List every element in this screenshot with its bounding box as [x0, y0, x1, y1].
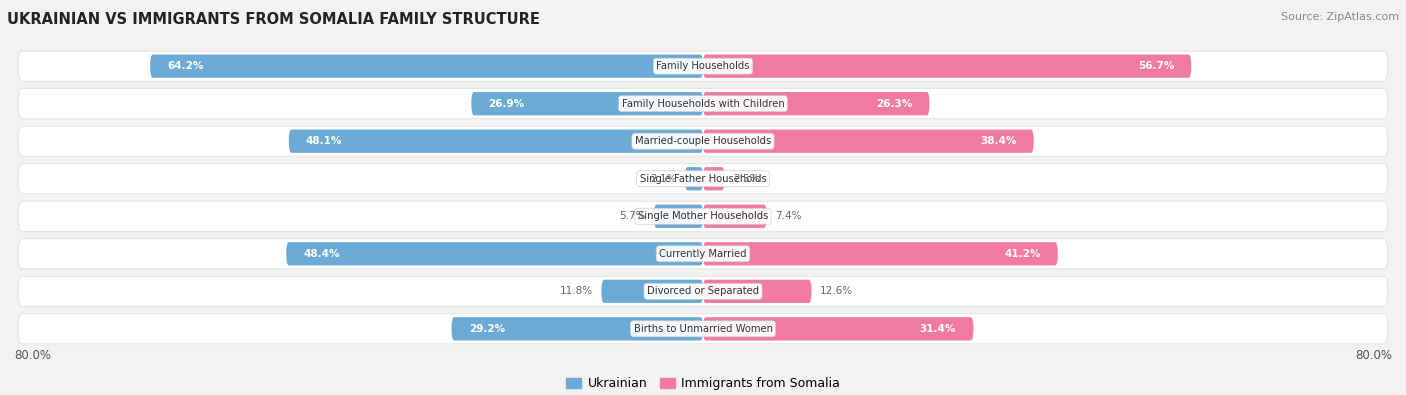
- Text: 41.2%: 41.2%: [1004, 249, 1040, 259]
- FancyBboxPatch shape: [18, 314, 1388, 344]
- Text: 11.8%: 11.8%: [560, 286, 593, 296]
- FancyBboxPatch shape: [18, 276, 1388, 307]
- Text: Family Households: Family Households: [657, 61, 749, 71]
- FancyBboxPatch shape: [703, 55, 1191, 78]
- Text: 31.4%: 31.4%: [920, 324, 956, 334]
- Text: Single Mother Households: Single Mother Households: [638, 211, 768, 221]
- FancyBboxPatch shape: [703, 130, 1033, 153]
- FancyBboxPatch shape: [703, 92, 929, 115]
- Text: Family Households with Children: Family Households with Children: [621, 99, 785, 109]
- FancyBboxPatch shape: [703, 280, 811, 303]
- FancyBboxPatch shape: [18, 164, 1388, 194]
- FancyBboxPatch shape: [287, 242, 703, 265]
- Text: 80.0%: 80.0%: [1355, 350, 1392, 363]
- FancyBboxPatch shape: [18, 126, 1388, 156]
- Text: Divorced or Separated: Divorced or Separated: [647, 286, 759, 296]
- FancyBboxPatch shape: [451, 317, 703, 340]
- Text: 29.2%: 29.2%: [468, 324, 505, 334]
- Text: 5.7%: 5.7%: [619, 211, 645, 221]
- Text: 64.2%: 64.2%: [167, 61, 204, 71]
- FancyBboxPatch shape: [471, 92, 703, 115]
- Text: Currently Married: Currently Married: [659, 249, 747, 259]
- Text: UKRAINIAN VS IMMIGRANTS FROM SOMALIA FAMILY STRUCTURE: UKRAINIAN VS IMMIGRANTS FROM SOMALIA FAM…: [7, 12, 540, 27]
- Text: 80.0%: 80.0%: [14, 350, 51, 363]
- Text: 48.4%: 48.4%: [304, 249, 340, 259]
- Text: 2.1%: 2.1%: [650, 174, 676, 184]
- Text: 26.9%: 26.9%: [488, 99, 524, 109]
- FancyBboxPatch shape: [685, 167, 703, 190]
- Legend: Ukrainian, Immigrants from Somalia: Ukrainian, Immigrants from Somalia: [561, 372, 845, 395]
- Text: Births to Unmarried Women: Births to Unmarried Women: [634, 324, 772, 334]
- Text: 2.5%: 2.5%: [733, 174, 759, 184]
- FancyBboxPatch shape: [703, 167, 724, 190]
- Text: 26.3%: 26.3%: [876, 99, 912, 109]
- Text: 12.6%: 12.6%: [820, 286, 853, 296]
- Text: 48.1%: 48.1%: [307, 136, 343, 146]
- FancyBboxPatch shape: [150, 55, 703, 78]
- FancyBboxPatch shape: [18, 201, 1388, 231]
- FancyBboxPatch shape: [18, 239, 1388, 269]
- Text: Source: ZipAtlas.com: Source: ZipAtlas.com: [1281, 12, 1399, 22]
- FancyBboxPatch shape: [18, 89, 1388, 118]
- Text: 38.4%: 38.4%: [980, 136, 1017, 146]
- Text: 7.4%: 7.4%: [775, 211, 801, 221]
- Text: 56.7%: 56.7%: [1137, 61, 1174, 71]
- FancyBboxPatch shape: [703, 242, 1057, 265]
- FancyBboxPatch shape: [654, 205, 703, 228]
- FancyBboxPatch shape: [703, 205, 766, 228]
- FancyBboxPatch shape: [602, 280, 703, 303]
- FancyBboxPatch shape: [288, 130, 703, 153]
- Text: Married-couple Households: Married-couple Households: [636, 136, 770, 146]
- FancyBboxPatch shape: [703, 317, 973, 340]
- FancyBboxPatch shape: [18, 51, 1388, 81]
- Text: Single Father Households: Single Father Households: [640, 174, 766, 184]
